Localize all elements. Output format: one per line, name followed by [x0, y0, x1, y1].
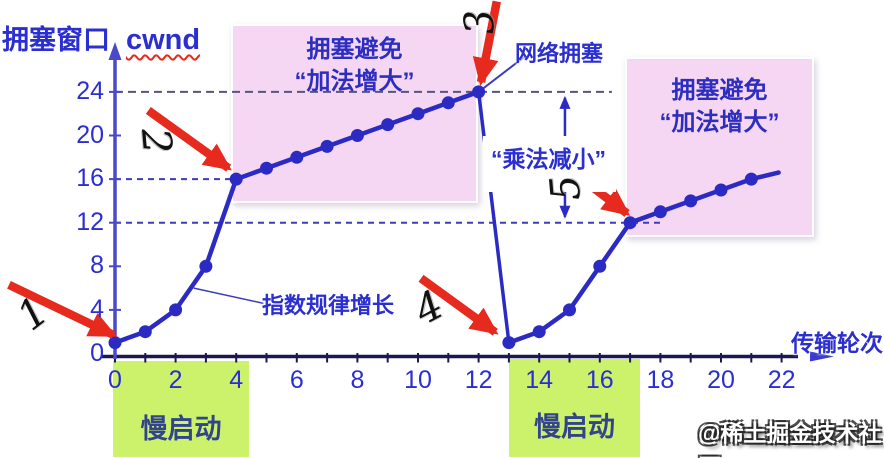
congestion-avoidance-1-title: 拥塞避免: [306, 36, 403, 63]
data-point: [108, 336, 122, 350]
cwnd-label: cwnd: [126, 24, 201, 56]
data-point: [350, 129, 364, 142]
series-line: [506, 220, 633, 345]
data-point: [684, 194, 698, 208]
y-axis-arrowhead: [108, 42, 122, 60]
data-point: [472, 85, 486, 99]
y-axis-title-text: 拥塞窗口: [2, 25, 110, 55]
data-point: [563, 303, 576, 317]
data-point: [623, 216, 637, 230]
congestion-avoidance-2-title: 拥塞避免: [671, 77, 768, 104]
congestion-avoidance-2-subtitle: “加法增大”: [659, 109, 780, 136]
data-point: [411, 107, 425, 121]
data-point: [502, 336, 516, 350]
red-arrow-step-4: [418, 274, 499, 336]
congestion-avoidance-1-subtitle: “加法增大”: [294, 68, 415, 95]
slow-start-box-2: 慢启动: [509, 359, 640, 457]
x-axis-title: 传输轮次: [791, 330, 883, 356]
data-point: [290, 150, 304, 164]
x-axis-arrowhead: [810, 351, 834, 362]
network-congestion-label: 网络拥塞: [515, 41, 604, 66]
data-point: [381, 118, 395, 132]
y-axis-title: 拥塞窗口 cwnd: [2, 18, 200, 57]
data-point: [593, 259, 607, 273]
slow-start-2-label: 慢启动: [534, 412, 615, 442]
data-point: [320, 139, 334, 153]
red-arrow-step-2: [145, 106, 232, 172]
data-point: [532, 325, 546, 339]
slow-start-1-label: 慢启动: [140, 414, 222, 444]
data-point: [260, 161, 273, 175]
exponential-growth-callout-line: [193, 287, 264, 305]
data-point: [229, 172, 243, 186]
data-point: [744, 172, 758, 186]
series-line: [476, 90, 511, 345]
data-point: [653, 205, 667, 219]
slow-start-box-1: 慢启动: [113, 361, 249, 457]
data-point: [169, 303, 183, 317]
exponential-growth-label: 指数规律增长: [262, 293, 395, 318]
data-point: [441, 96, 455, 110]
data-point: [714, 183, 728, 197]
multiplicative-decrease-label: “乘法减小”: [483, 136, 616, 192]
congestion-avoidance-box-1: 拥塞避免 “加法增大”: [231, 24, 478, 203]
watermark: @稀土掘金技术社区: [698, 420, 882, 458]
red-arrow-step-1: [7, 280, 118, 339]
red-arrow-step-3: [472, 0, 501, 87]
series-line: [112, 176, 239, 345]
data-point: [199, 259, 213, 273]
data-point: [138, 325, 152, 339]
